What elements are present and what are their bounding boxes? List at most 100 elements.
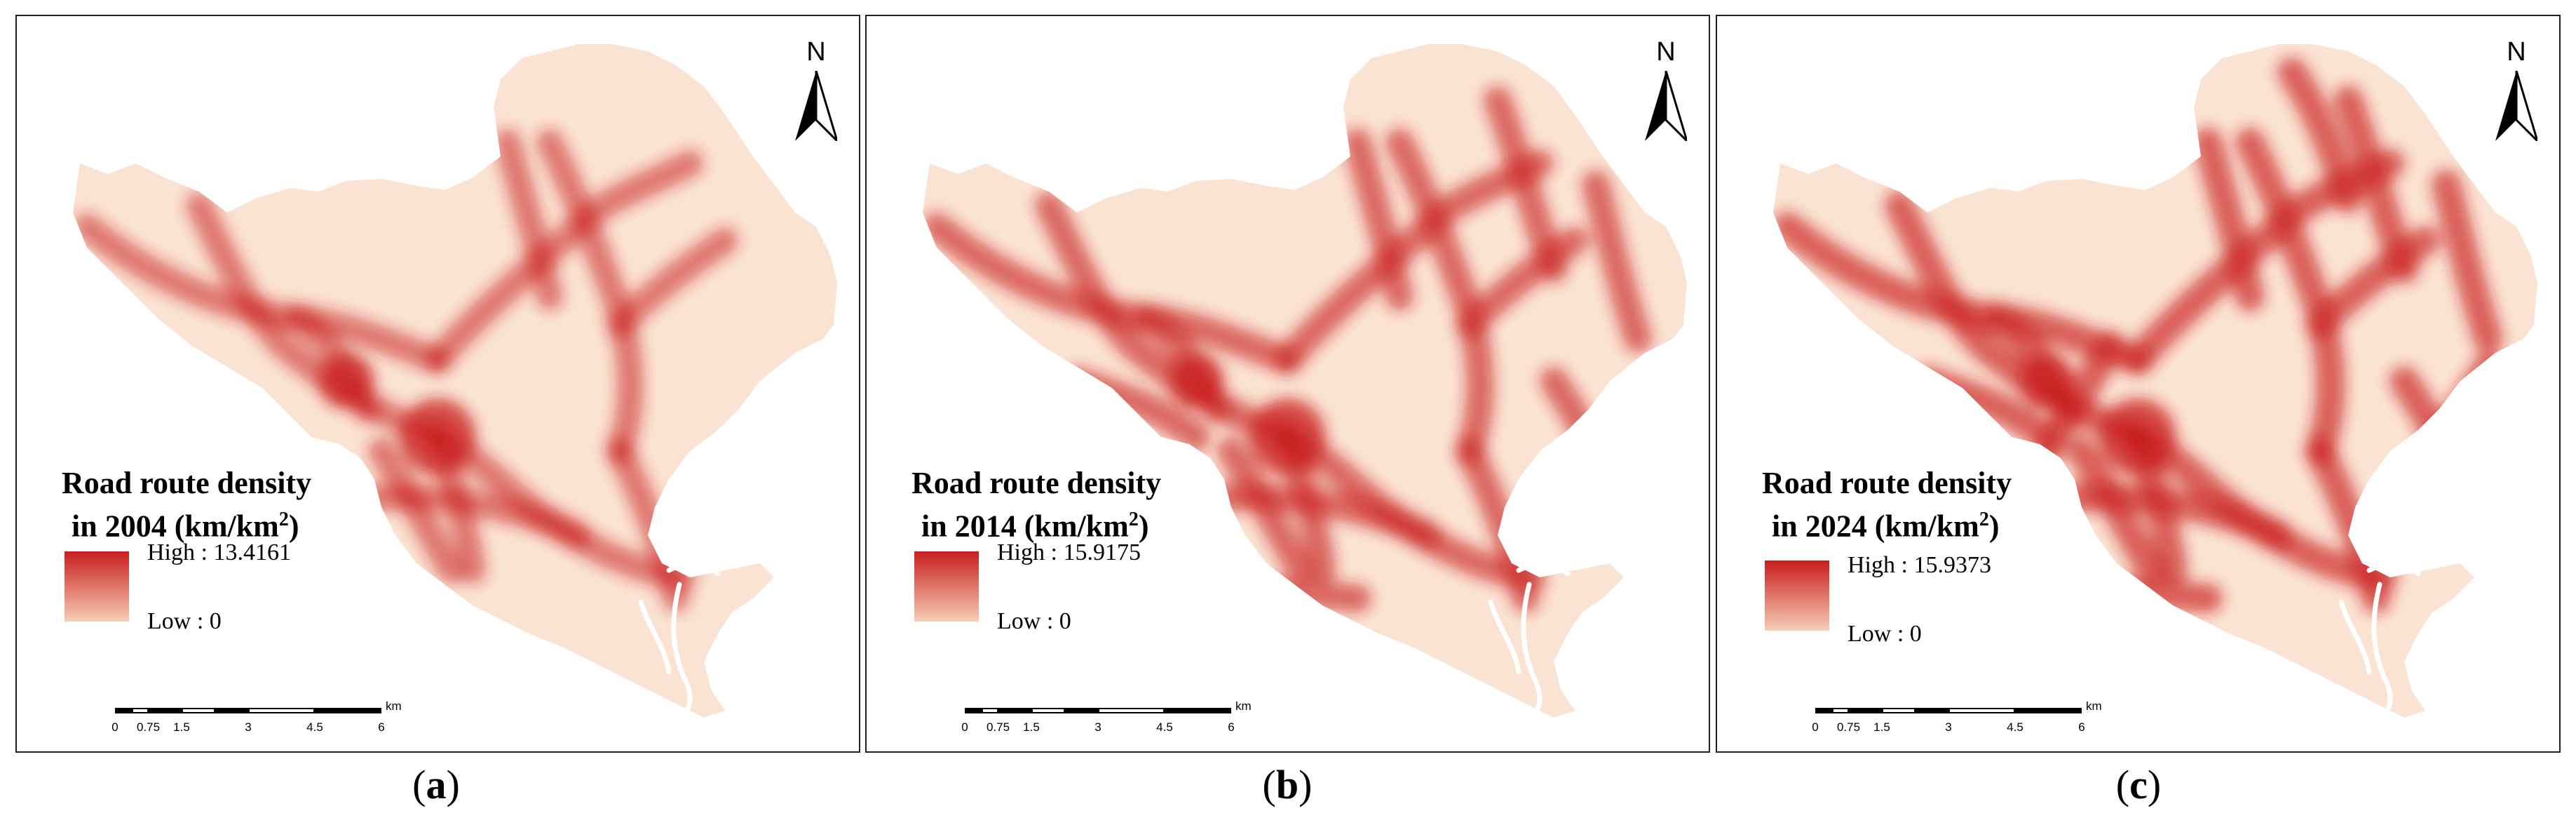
scale-bar-segment <box>1948 708 2015 713</box>
scale-bar-tick-label: 0.75 <box>986 720 1010 734</box>
scale-bar-tick-label: 1.5 <box>1023 720 1040 734</box>
scale-bar-tick-label: 6 <box>1228 720 1235 734</box>
scale-bar-tick-label: 4.5 <box>306 720 323 734</box>
scale-bar-tick-label: 6 <box>378 720 385 734</box>
north-label: N <box>806 37 826 67</box>
road-density-band <box>1484 86 1568 283</box>
study-area <box>1773 44 2537 718</box>
scale-bar-tick-label: 0 <box>111 720 118 734</box>
scale-bar-unit: km <box>1235 699 1252 713</box>
scale-bar: 0 0.75 1.5 3 4.5 6 km <box>961 699 1259 750</box>
road-density-band <box>2193 128 2265 311</box>
scale-bar-tick-label: 0 <box>1812 720 1819 734</box>
scale-bar-tick-label: 0.75 <box>1836 720 1861 734</box>
north-arrow-icon <box>2495 71 2537 141</box>
legend-title-line1: Road route density <box>62 466 312 500</box>
scale-bar: 0 0.75 1.5 3 4.5 6 km <box>1812 699 2110 750</box>
map-panel-c: N Road route density in 2024 (km/km2) Hi… <box>1716 15 2561 753</box>
scale-bar-unit: km <box>386 699 402 713</box>
scale-bar-tick-label: 1.5 <box>173 720 190 734</box>
scale-bar-segment <box>1064 708 1098 713</box>
study-area <box>73 44 837 718</box>
legend-title-line1: Road route density <box>911 466 1162 500</box>
legend-title-line1: Road route density <box>1762 466 2012 500</box>
density-map-b <box>923 44 1687 720</box>
scale-bar-segment <box>998 708 1031 713</box>
road-density-band <box>2067 436 2167 585</box>
density-map-c <box>1773 44 2537 720</box>
caption-a: (a) <box>412 762 460 807</box>
scale-bar-tick-label: 3 <box>1094 720 1101 734</box>
road-density-band <box>494 129 563 310</box>
legend-high-label: High : 15.9175 <box>997 539 1141 565</box>
scale-bar-tick-label: 0 <box>961 720 968 734</box>
map-panel-a: N Road route density in 2004 (km/km2) Hi… <box>15 15 860 753</box>
density-map-a <box>73 44 837 720</box>
scale-bar-segment <box>2015 708 2082 713</box>
scale-bar: 0 0.75 1.5 3 4.5 6 km <box>111 699 409 750</box>
road-density-band <box>1343 128 1414 311</box>
density-hotspot <box>399 398 476 476</box>
legend-high-label: High : 13.4161 <box>147 539 291 565</box>
legend-high-label: High : 15.9373 <box>1848 552 1991 578</box>
scale-bar-segment <box>1815 708 1832 713</box>
north-label: N <box>1656 37 1676 67</box>
north-arrow: N <box>2488 37 2544 142</box>
legend-title: Road route density in 2004 (km/km2) <box>62 465 311 545</box>
north-arrow: N <box>1638 37 1694 142</box>
legend-color-ramp <box>1765 561 1829 631</box>
density-hotspot <box>2019 353 2075 409</box>
scale-bar-tick-label: 0.75 <box>136 720 161 734</box>
scale-bar-tick-label: 1.5 <box>1873 720 1890 734</box>
road-density-band <box>2333 86 2419 283</box>
scale-bar-segment <box>1831 708 1849 713</box>
river <box>1488 561 1571 720</box>
legend-title: Road route density in 2014 (km/km2) <box>911 465 1161 545</box>
road-density-band <box>186 192 451 450</box>
road-density-band <box>1217 437 1315 584</box>
scale-bar-tick-label: 4.5 <box>2007 720 2023 734</box>
scale-bar-segment <box>1882 708 1916 713</box>
north-arrow-icon <box>1645 71 1687 141</box>
legend-low-label: Low : 0 <box>997 608 1071 634</box>
scale-bar-segment <box>182 708 215 713</box>
scale-bar-tick-label: 3 <box>245 720 252 734</box>
scale-bar-tick-label: 3 <box>1945 720 1952 734</box>
river <box>2338 561 2421 720</box>
scale-bar-segment <box>1098 708 1165 713</box>
scale-bar-tick-label: 6 <box>2078 720 2085 734</box>
caption-c: (c) <box>2115 762 2162 807</box>
road-density-band <box>368 438 465 584</box>
north-label: N <box>2507 37 2526 67</box>
legend-title-line2: in 2014 (km/km2) <box>921 509 1149 544</box>
legend-title-line2: in 2024 (km/km2) <box>1772 509 2000 544</box>
legend-low-label: Low : 0 <box>147 608 222 634</box>
north-arrow-icon <box>795 71 837 141</box>
scale-bar-segment <box>148 708 182 713</box>
scale-bar-segment <box>1165 708 1231 713</box>
road-density-band <box>2277 58 2363 213</box>
legend-title-line2: in 2004 (km/km2) <box>72 509 299 544</box>
scale-bar-segment <box>131 708 149 713</box>
scale-bar-segment <box>1031 708 1065 713</box>
scale-bar-segment <box>248 708 315 713</box>
scale-bar-segment <box>115 708 132 713</box>
map-panel-b: N Road route density in 2014 (km/km2) Hi… <box>865 15 1710 753</box>
density-hotspot <box>2099 398 2176 476</box>
legend-title: Road route density in 2024 (km/km2) <box>1762 465 2012 545</box>
legend-color-ramp <box>65 551 129 622</box>
scale-bar-segment <box>981 708 998 713</box>
scale-bar-segment <box>965 708 982 713</box>
density-hotspot <box>1249 398 1326 476</box>
legend-color-ramp <box>914 551 979 622</box>
river <box>638 561 721 720</box>
density-hotspot <box>1168 353 1224 409</box>
road-density-band <box>1582 170 1652 353</box>
scale-bar-segment <box>215 708 248 713</box>
scale-bar-segment <box>315 708 381 713</box>
road-density-band <box>606 227 738 338</box>
scale-bar-segment <box>1915 708 1948 713</box>
north-arrow: N <box>788 37 844 142</box>
scale-bar-segment <box>1848 708 1882 713</box>
caption-b: (b) <box>1262 762 1313 807</box>
